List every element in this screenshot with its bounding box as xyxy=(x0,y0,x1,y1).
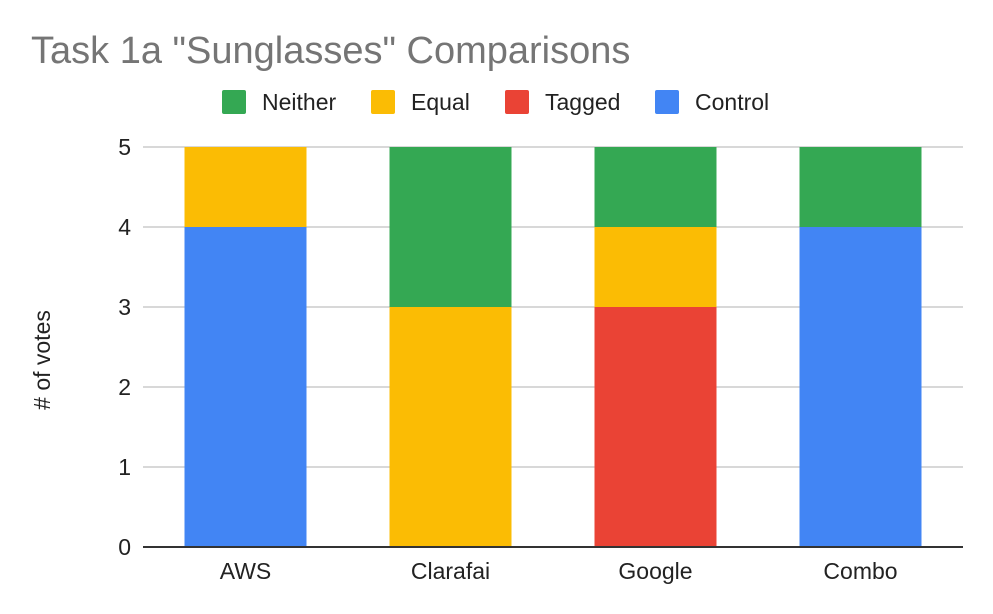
bar-neither-google xyxy=(594,147,717,227)
legend-label-neither: Neither xyxy=(262,89,336,115)
legend: Neither Equal Tagged Control xyxy=(222,89,769,115)
bar-tagged-google xyxy=(594,307,717,547)
bars xyxy=(184,147,922,547)
y-tick-label: 5 xyxy=(118,134,131,160)
y-axis-title: # of votes xyxy=(29,310,55,410)
bar-neither-clarafai xyxy=(389,147,512,307)
legend-swatch-control xyxy=(655,90,679,114)
bar-equal-clarafai xyxy=(389,307,512,547)
bar-neither-combo xyxy=(799,147,922,227)
y-tick-label: 0 xyxy=(118,534,131,560)
x-tick-label: Clarafai xyxy=(411,558,490,584)
x-tick-label: AWS xyxy=(220,558,272,584)
y-tick-label: 1 xyxy=(118,454,131,480)
legend-label-equal: Equal xyxy=(411,89,470,115)
bar-control-aws xyxy=(184,227,307,547)
chart-title: Task 1a "Sunglasses" Comparisons xyxy=(31,30,630,72)
x-tick-label: Combo xyxy=(823,558,897,584)
y-axis-ticks: 0 1 2 3 4 5 xyxy=(118,134,131,560)
y-tick-label: 2 xyxy=(118,374,131,400)
x-tick-label: Google xyxy=(618,558,692,584)
bar-equal-google xyxy=(594,227,717,307)
y-tick-label: 3 xyxy=(118,294,131,320)
bar-equal-aws xyxy=(184,147,307,227)
legend-swatch-neither xyxy=(222,90,246,114)
legend-swatch-tagged xyxy=(505,90,529,114)
bar-control-combo xyxy=(799,227,922,547)
y-tick-label: 4 xyxy=(118,214,131,240)
legend-label-control: Control xyxy=(695,89,769,115)
x-axis-ticks: AWS Clarafai Google Combo xyxy=(220,558,898,584)
legend-swatch-equal xyxy=(371,90,395,114)
legend-label-tagged: Tagged xyxy=(545,89,620,115)
